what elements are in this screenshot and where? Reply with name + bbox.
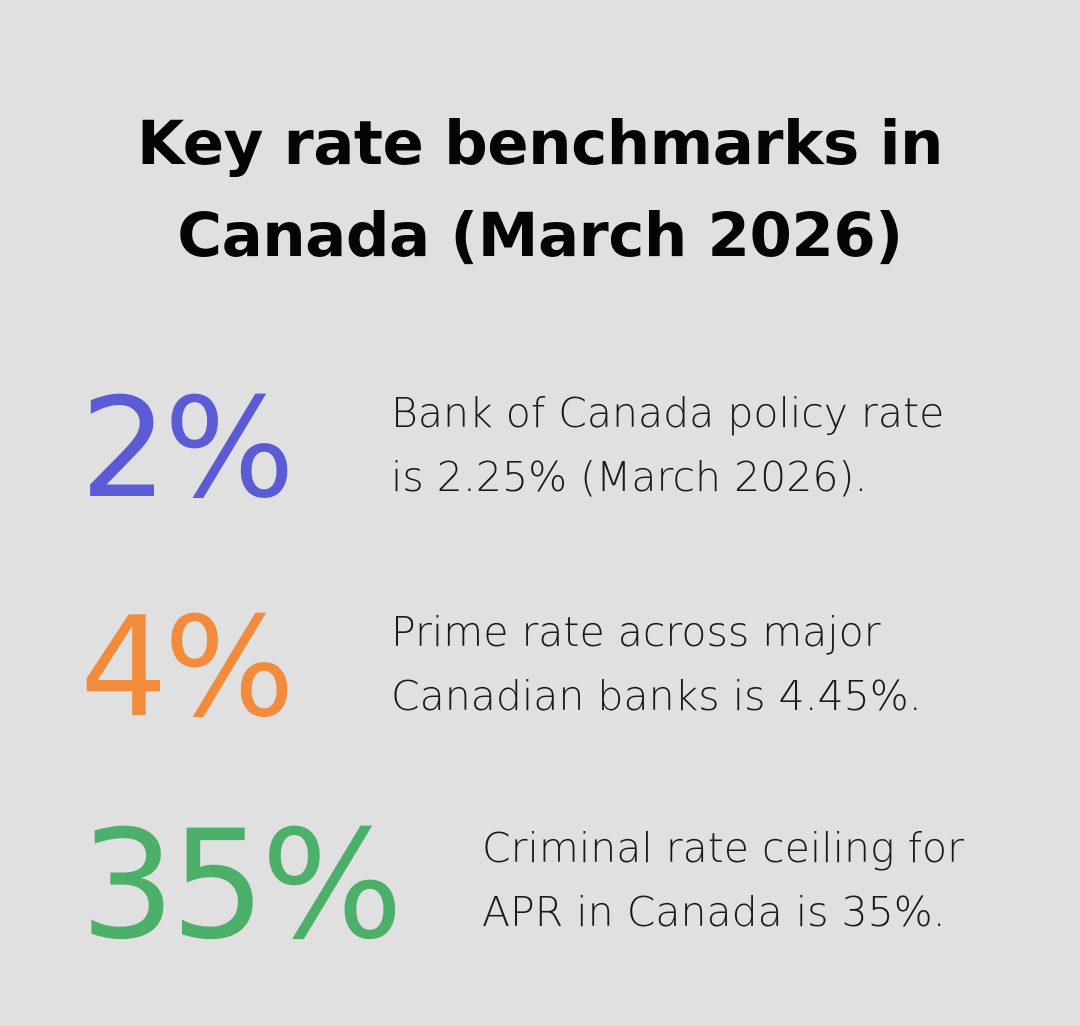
stat-value: 35% [80, 799, 403, 973]
stat-description-line-1: Bank of Canada policy rate [391, 389, 945, 437]
title-line-2: Canada (March 2026) [177, 200, 903, 271]
stat-description-line-2: Canadian banks is 4.45%. [391, 672, 922, 720]
stat-value: 4% [80, 587, 295, 748]
page-title: Key rate benchmarks in Canada (March 202… [40, 98, 1040, 282]
stat-prime-rate: 4% Prime rate across major Canadian bank… [0, 588, 1080, 748]
stat-description-line-1: Prime rate across major [391, 608, 881, 656]
title-line-1: Key rate benchmarks in [137, 108, 943, 179]
stat-description: Bank of Canada policy rate is 2.25% (Mar… [391, 381, 944, 509]
stat-description: Criminal rate ceiling for APR in Canada … [482, 816, 964, 944]
stat-description: Prime rate across major Canadian banks i… [391, 600, 922, 728]
stat-description-line-2: APR in Canada is 35%. [482, 888, 946, 936]
stat-policy-rate: 2% Bank of Canada policy rate is 2.25% (… [0, 369, 1080, 529]
stat-value: 2% [80, 368, 295, 529]
stat-description-line-1: Criminal rate ceiling for [482, 824, 964, 872]
stat-description-line-2: is 2.25% (March 2026). [391, 453, 868, 501]
stat-criminal-rate-ceiling: 35% Criminal rate ceiling for APR in Can… [0, 806, 1080, 966]
